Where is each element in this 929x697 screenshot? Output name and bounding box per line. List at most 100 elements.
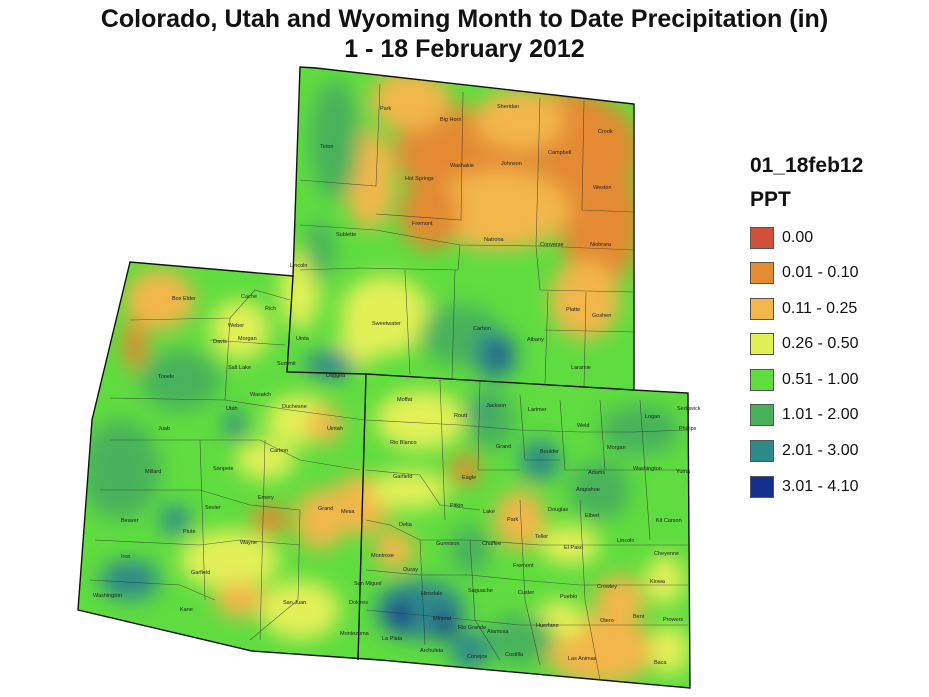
county-label: Box Elder <box>172 296 196 302</box>
county-label: Lake <box>483 509 495 515</box>
county-label: Wayne <box>240 540 257 546</box>
legend-label: 2.01 - 3.00 <box>782 442 859 459</box>
county-label: Davis <box>213 339 227 345</box>
county-label: Weld <box>577 423 589 429</box>
county-labels: Park Big Horn Sheridan Crook Teton Washa… <box>93 104 701 666</box>
county-label: Piute <box>183 529 196 535</box>
legend-label: 3.01 - 4.10 <box>782 478 859 495</box>
legend-label: 0.11 - 0.25 <box>782 300 858 317</box>
county-label: Teller <box>535 534 548 540</box>
county-label: Park <box>380 106 392 112</box>
county-label: Rio Grande <box>458 625 486 631</box>
legend-label: 0.26 - 0.50 <box>782 335 859 352</box>
county-label: Conejos <box>467 654 487 660</box>
county-label: Kit Carson <box>656 518 682 524</box>
legend-item: 1.01 - 2.00 <box>750 403 859 427</box>
county-label: Boulder <box>540 449 559 455</box>
county-label: Grand <box>496 444 511 450</box>
legend-swatch <box>750 298 774 320</box>
county-boundaries <box>89 83 689 681</box>
county-label: Las Animas <box>568 656 597 662</box>
legend-dataset-name: 01_18feb12 <box>750 154 864 177</box>
county-label: Routt <box>454 413 468 419</box>
county-label: Phillips <box>679 426 697 432</box>
county-label: Adams <box>588 470 605 476</box>
county-label: Uinta <box>296 336 310 342</box>
county-label: Carbon <box>270 448 288 454</box>
county-label: Costilla <box>505 652 524 658</box>
county-label: Campbell <box>548 150 571 156</box>
county-label: Salt Lake <box>228 365 251 371</box>
county-label: Summit <box>277 361 296 367</box>
county-label: Albany <box>527 337 544 343</box>
map-title: Colorado, Utah and Wyoming Month to Date… <box>100 5 829 33</box>
county-label: Chaffee <box>482 541 501 547</box>
county-label: Morgan <box>607 445 626 451</box>
state-boundaries <box>77 66 691 689</box>
county-label: Douglas <box>548 507 568 513</box>
county-label: Huerfano <box>536 623 559 629</box>
county-label: Duchesne <box>282 404 307 410</box>
county-label: Morgan <box>238 336 257 342</box>
legend-item: 0.01 - 0.10 <box>750 261 859 285</box>
county-label: Mineral <box>433 616 451 622</box>
county-label: Sevier <box>205 505 221 511</box>
county-label: Cheyenne <box>654 551 679 557</box>
county-label: Natrona <box>484 237 505 243</box>
county-label: Laramie <box>571 365 591 371</box>
county-label: Park <box>507 517 519 523</box>
county-label: Goshen <box>592 313 611 319</box>
county-label: Wasatch <box>250 392 271 398</box>
county-label: Logan <box>645 414 660 420</box>
county-label: Moffat <box>397 397 413 403</box>
county-label: Montezuma <box>340 631 370 637</box>
county-label: Bent <box>633 614 645 620</box>
county-label: Sheridan <box>497 104 519 110</box>
legend-item: 2.01 - 3.00 <box>750 439 859 463</box>
county-label: Alamosa <box>487 629 509 635</box>
legend-swatch <box>750 440 774 462</box>
county-label: Pitkin <box>450 503 463 509</box>
county-label: Daggett <box>326 373 346 379</box>
legend-label: 0.00 <box>782 229 814 246</box>
county-label: Montrose <box>371 553 394 559</box>
legend-swatch <box>750 262 774 284</box>
county-label: Larimer <box>528 407 547 413</box>
county-label: Weber <box>228 323 244 329</box>
county-label: Sublette <box>336 232 356 238</box>
county-label: Prowers <box>663 617 683 623</box>
legend-label: 0.51 - 1.00 <box>782 371 859 388</box>
county-label: Big Horn <box>440 117 461 123</box>
county-label: Archuleta <box>420 648 444 654</box>
legend-label: 1.01 - 2.00 <box>782 406 859 423</box>
county-label: La Plata <box>382 636 403 642</box>
county-label: Fremont <box>412 221 433 227</box>
county-label: Millard <box>145 469 161 475</box>
county-label: Elbert <box>585 513 600 519</box>
county-label: Johnson <box>501 161 522 167</box>
county-label: Baca <box>654 660 667 666</box>
legend-item: 0.11 - 0.25 <box>750 297 857 321</box>
county-label: Rich <box>265 306 276 312</box>
county-label: Garfield <box>191 570 210 576</box>
county-label: El Paso <box>564 545 583 551</box>
county-label: Rio Blanco <box>390 440 417 446</box>
county-label: Crowley <box>597 584 617 590</box>
county-label: Sanpete <box>213 466 234 472</box>
county-label: Pueblo <box>560 594 577 600</box>
county-label: Yuma <box>676 469 691 475</box>
county-label: Teton <box>320 144 333 150</box>
legend-item: 0.00 <box>750 226 813 250</box>
county-label: Hot Springs <box>405 176 434 182</box>
county-label: Delta <box>399 522 413 528</box>
county-label: Lincoln <box>290 263 307 269</box>
county-label: Saguache <box>468 588 493 594</box>
legend-item: 3.01 - 4.10 <box>750 475 859 499</box>
county-label: Eagle <box>462 475 476 481</box>
county-label: Hinsdale <box>421 591 442 597</box>
county-label: Arapahoe <box>576 487 600 493</box>
legend-label: 0.01 - 0.10 <box>782 264 859 281</box>
county-label: Washakie <box>450 163 474 169</box>
precipitation-field <box>78 67 690 688</box>
